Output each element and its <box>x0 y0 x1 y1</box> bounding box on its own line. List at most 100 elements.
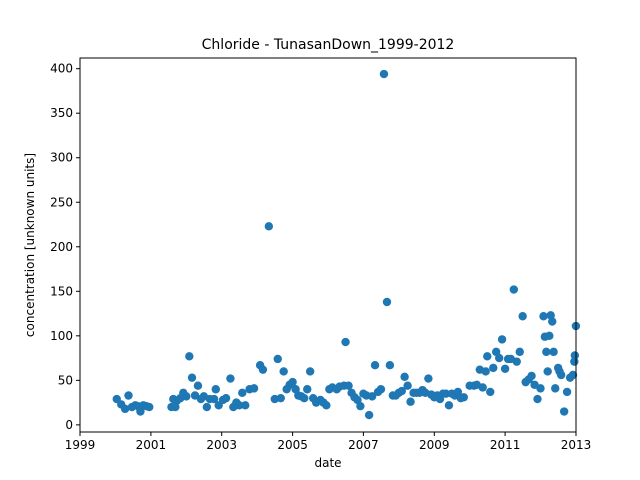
data-point <box>356 401 365 411</box>
data-point <box>562 387 572 397</box>
data-point <box>444 401 454 410</box>
data-point <box>459 393 468 402</box>
data-point <box>549 347 558 357</box>
data-point <box>288 377 297 387</box>
data-point <box>406 397 415 406</box>
data-point <box>489 363 498 373</box>
data-point <box>185 352 194 361</box>
data-point <box>491 347 501 357</box>
data-point <box>494 353 504 363</box>
data-point <box>379 69 389 79</box>
data-point <box>279 367 288 376</box>
data-point <box>556 370 566 380</box>
data-point <box>226 374 235 383</box>
data-point <box>322 401 331 410</box>
y-axis-label: concentration [unknown units] <box>23 153 37 337</box>
data-point <box>221 393 231 403</box>
x-tick-label: 2005 <box>277 438 308 452</box>
data-points <box>112 69 581 420</box>
y-tick-label: 150 <box>50 284 73 298</box>
data-point <box>478 383 487 392</box>
data-point <box>235 401 244 410</box>
data-point <box>382 297 392 307</box>
data-point <box>385 361 395 370</box>
y-tick-label: 100 <box>50 329 73 343</box>
data-point <box>136 407 145 416</box>
x-axis-label: date <box>314 456 341 470</box>
data-point <box>542 347 551 357</box>
y-tick-label: 0 <box>65 418 73 432</box>
data-point <box>527 371 536 381</box>
data-point <box>273 354 282 364</box>
y-tick-label: 200 <box>50 240 73 254</box>
data-point <box>481 367 490 376</box>
chart-title: Chloride - TunasanDown_1999-2012 <box>202 37 455 53</box>
data-point <box>353 395 362 405</box>
data-point <box>518 312 527 321</box>
data-point <box>341 337 350 347</box>
data-point <box>570 351 580 360</box>
data-point <box>209 394 219 404</box>
data-point <box>533 394 542 404</box>
data-point <box>211 385 220 394</box>
data-point <box>249 384 259 393</box>
data-point <box>376 385 386 394</box>
data-point <box>344 381 353 390</box>
x-tick-label: 2007 <box>348 438 379 452</box>
x-tick-label: 2009 <box>419 438 450 452</box>
data-point <box>397 386 407 396</box>
data-point <box>512 357 521 366</box>
data-point <box>453 387 463 397</box>
data-point <box>424 374 433 383</box>
data-point <box>515 347 524 357</box>
data-point <box>509 285 519 294</box>
y-tick-label: 250 <box>50 195 73 209</box>
data-point <box>124 391 133 400</box>
data-point <box>241 401 250 410</box>
plot-frame <box>79 57 577 433</box>
x-tick-label: 2013 <box>561 438 592 452</box>
data-point <box>543 367 552 376</box>
y-axis: 0 50 100 150 200 250 300 350 400 <box>50 62 80 432</box>
data-point <box>568 370 578 380</box>
data-point <box>536 384 545 393</box>
data-point <box>400 372 409 381</box>
data-point <box>238 388 247 398</box>
data-point <box>367 392 377 401</box>
data-point <box>486 387 495 397</box>
data-point <box>559 407 569 416</box>
x-tick-label: 2001 <box>136 438 167 452</box>
x-tick-label: 2003 <box>206 438 237 452</box>
data-point <box>187 373 197 382</box>
data-point <box>120 404 130 414</box>
data-point <box>403 381 412 390</box>
data-point <box>483 352 492 361</box>
y-tick-label: 400 <box>50 62 73 76</box>
x-tick-label: 1999 <box>65 438 96 452</box>
data-point <box>300 393 309 403</box>
y-tick-label: 50 <box>58 373 73 387</box>
data-point <box>303 385 312 394</box>
data-point <box>500 364 510 373</box>
data-point <box>258 365 268 374</box>
data-point <box>182 392 191 401</box>
data-point <box>264 222 274 231</box>
data-point <box>193 381 203 390</box>
data-point <box>441 389 451 398</box>
x-axis: 1999 2001 2003 2005 2007 2009 2011 2013 <box>65 432 592 452</box>
data-point <box>539 312 548 321</box>
x-tick-label: 2011 <box>490 438 521 452</box>
data-point <box>545 331 554 341</box>
data-point <box>276 393 285 403</box>
data-point <box>370 361 380 370</box>
data-point <box>202 402 212 412</box>
y-tick-label: 300 <box>50 151 73 165</box>
data-point <box>145 402 154 412</box>
data-point <box>305 367 315 376</box>
data-point <box>551 384 560 393</box>
y-tick-label: 350 <box>50 106 73 120</box>
data-point <box>364 410 374 420</box>
data-point <box>548 317 557 326</box>
